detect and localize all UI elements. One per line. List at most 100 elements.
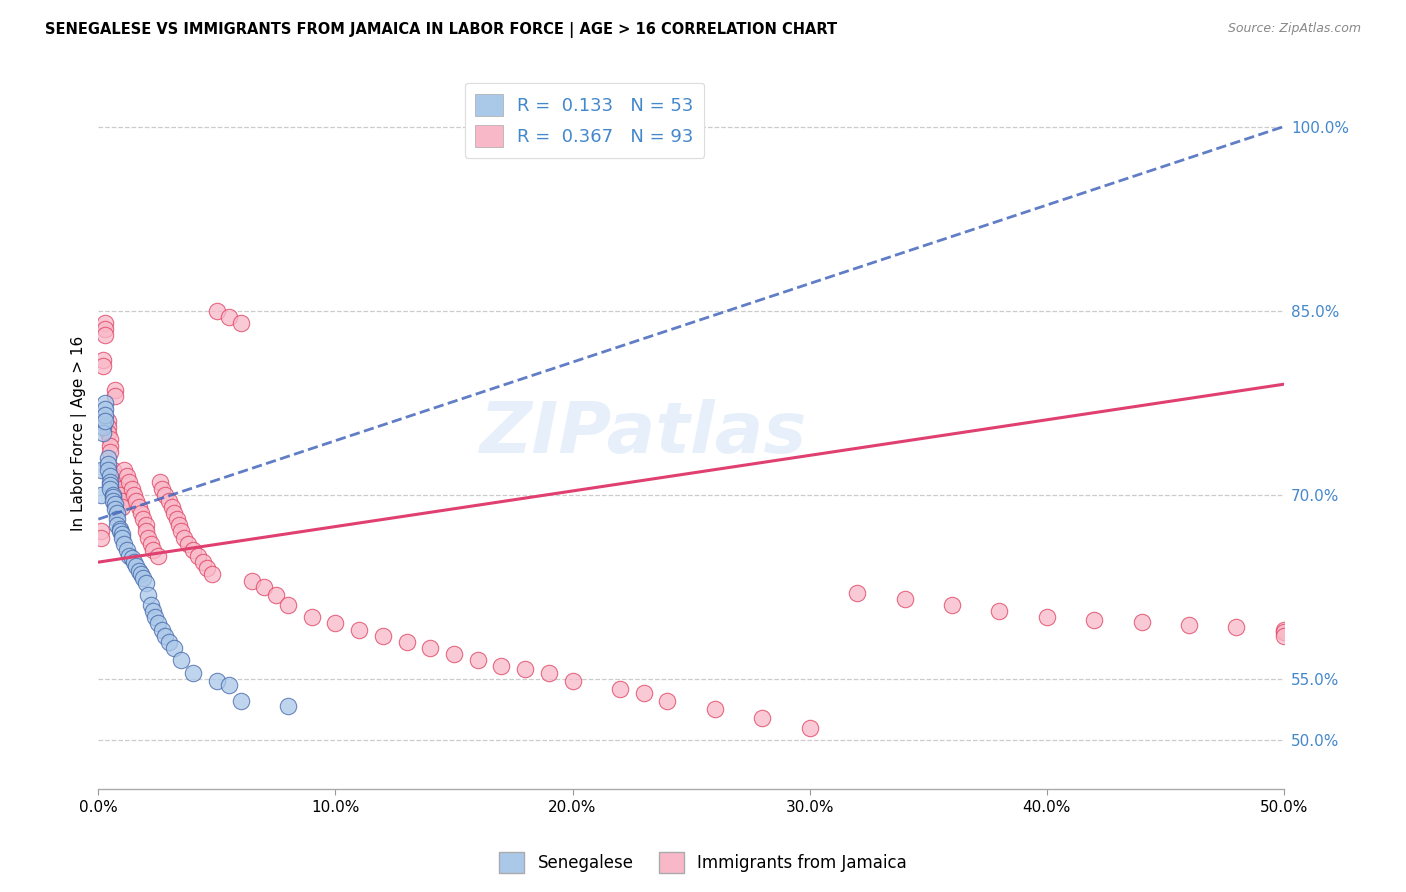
- Point: [159, 493, 181, 508]
- Point: [111, 527, 134, 541]
- Point: [115, 469, 138, 483]
- Point: [105, 506, 128, 520]
- Point: [150, 482, 173, 496]
- Point: [111, 531, 134, 545]
- Point: [94, 316, 117, 330]
- Point: [111, 500, 134, 514]
- Point: [91, 420, 114, 434]
- Point: [941, 598, 963, 612]
- Point: [139, 598, 162, 612]
- Point: [135, 518, 157, 533]
- Point: [108, 482, 131, 496]
- Point: [205, 303, 228, 318]
- Point: [751, 711, 773, 725]
- Point: [170, 653, 193, 667]
- Point: [104, 389, 127, 403]
- Point: [139, 537, 162, 551]
- Point: [105, 500, 128, 514]
- Point: [1130, 615, 1153, 630]
- Point: [90, 524, 112, 539]
- Point: [153, 629, 176, 643]
- Point: [181, 542, 204, 557]
- Point: [201, 567, 224, 582]
- Point: [115, 542, 138, 557]
- Point: [101, 488, 124, 502]
- Point: [91, 414, 114, 428]
- Point: [1178, 617, 1201, 632]
- Point: [121, 551, 143, 566]
- Point: [101, 493, 124, 508]
- Point: [101, 463, 124, 477]
- Point: [108, 524, 131, 539]
- Point: [443, 647, 465, 661]
- Point: [159, 635, 181, 649]
- Point: [467, 653, 489, 667]
- Y-axis label: In Labor Force | Age > 16: In Labor Force | Age > 16: [72, 335, 87, 531]
- Point: [98, 439, 121, 453]
- Point: [143, 610, 166, 624]
- Point: [118, 549, 141, 563]
- Point: [132, 571, 155, 585]
- Point: [98, 444, 121, 458]
- Point: [537, 665, 560, 680]
- Point: [173, 531, 195, 545]
- Point: [150, 623, 173, 637]
- Point: [104, 502, 127, 516]
- Point: [94, 395, 117, 409]
- Point: [129, 506, 152, 520]
- Point: [114, 463, 136, 477]
- Point: [104, 384, 127, 398]
- Point: [128, 500, 150, 514]
- Point: [121, 482, 143, 496]
- Point: [101, 490, 124, 504]
- Point: [98, 469, 121, 483]
- Point: [609, 681, 631, 696]
- Point: [111, 493, 134, 508]
- Point: [94, 408, 117, 422]
- Text: SENEGALESE VS IMMIGRANTS FROM JAMAICA IN LABOR FORCE | AGE > 16 CORRELATION CHAR: SENEGALESE VS IMMIGRANTS FROM JAMAICA IN…: [45, 22, 837, 38]
- Point: [163, 506, 186, 520]
- Point: [395, 635, 418, 649]
- Point: [118, 475, 141, 490]
- Point: [160, 500, 183, 514]
- Point: [125, 493, 148, 508]
- Point: [91, 359, 114, 373]
- Point: [98, 482, 121, 496]
- Point: [893, 591, 915, 606]
- Point: [125, 558, 148, 573]
- Point: [1272, 623, 1295, 637]
- Point: [1036, 610, 1059, 624]
- Point: [94, 414, 117, 428]
- Point: [229, 316, 252, 330]
- Point: [205, 674, 228, 689]
- Point: [419, 640, 441, 655]
- Point: [91, 426, 114, 441]
- Point: [301, 610, 323, 624]
- Point: [177, 537, 200, 551]
- Point: [181, 665, 204, 680]
- Text: ZIPatlas: ZIPatlas: [479, 399, 807, 467]
- Point: [101, 475, 124, 490]
- Text: Source: ZipAtlas.com: Source: ZipAtlas.com: [1227, 22, 1361, 36]
- Point: [513, 662, 536, 676]
- Point: [105, 518, 128, 533]
- Point: [163, 640, 186, 655]
- Point: [149, 475, 172, 490]
- Point: [229, 694, 252, 708]
- Point: [657, 694, 679, 708]
- Point: [371, 629, 394, 643]
- Point: [105, 493, 128, 508]
- Point: [167, 518, 190, 533]
- Point: [97, 450, 120, 465]
- Point: [122, 488, 145, 502]
- Point: [94, 328, 117, 343]
- Point: [142, 542, 165, 557]
- Point: [799, 721, 821, 735]
- Point: [347, 623, 370, 637]
- Point: [105, 488, 128, 502]
- Point: [136, 531, 159, 545]
- Point: [142, 604, 165, 618]
- Point: [491, 659, 513, 673]
- Point: [146, 616, 169, 631]
- Point: [97, 457, 120, 471]
